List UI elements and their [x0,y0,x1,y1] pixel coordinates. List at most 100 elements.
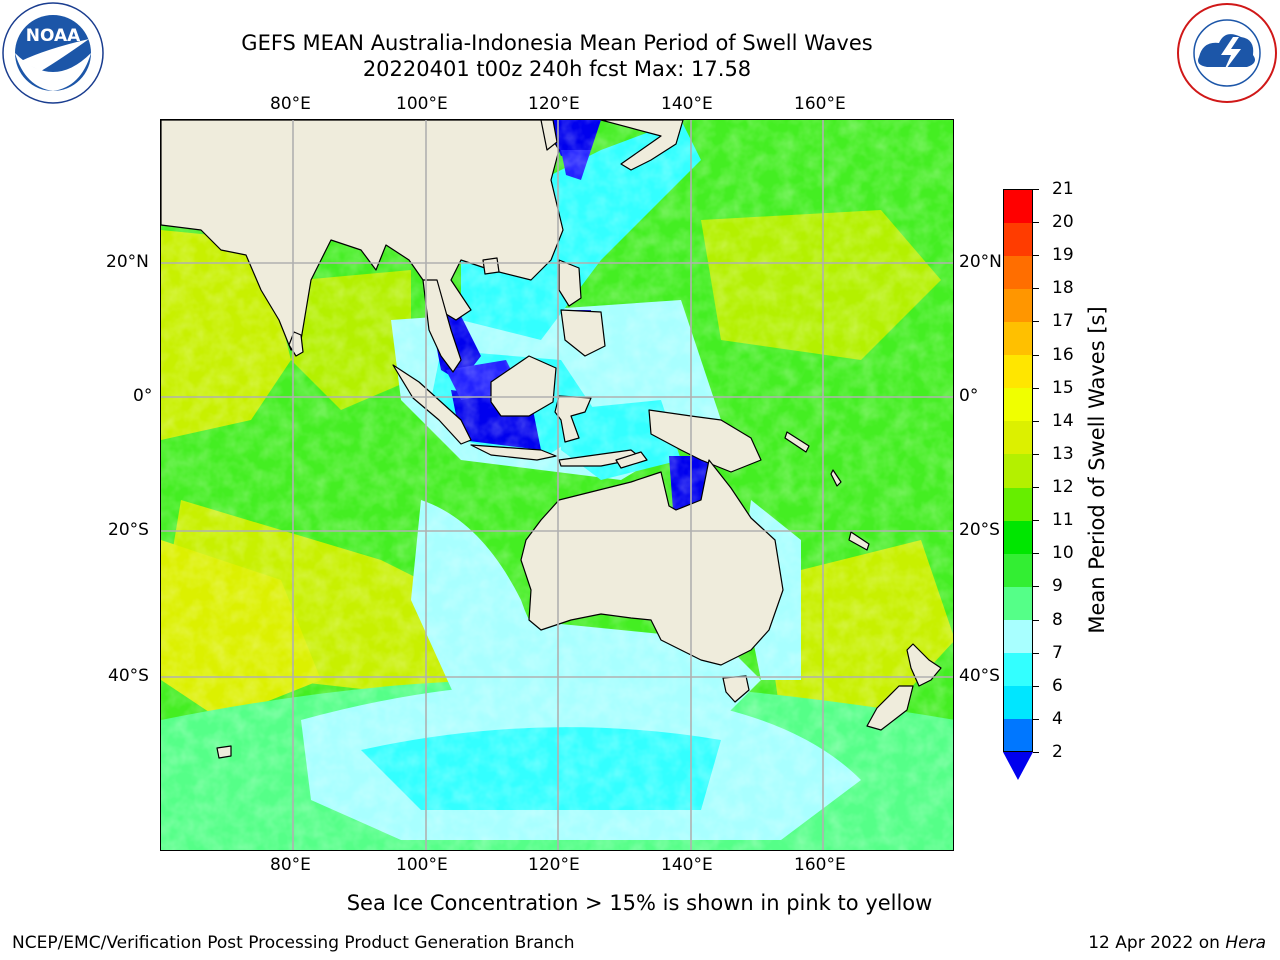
colorbar-tick [1033,586,1039,588]
lon-label-bottom-80e: 80°E [270,855,311,875]
land-solomon [784,431,810,453]
nws-logo [1175,1,1279,105]
colorbar-cell [1003,619,1033,654]
colorbar-tick [1033,222,1039,224]
land-new-caledonia [848,531,870,551]
land-new-zealand-south [866,685,914,731]
colorbar-tick-label: 18 [1052,278,1074,299]
colorbar-tick [1033,387,1039,389]
colorbar-tick-label: 12 [1052,477,1074,498]
footer-credit: NCEP/EMC/Verification Post Processing Pr… [12,933,575,953]
colorbar-tick [1033,619,1039,621]
land-java [470,444,557,461]
colorbar-tick-label: 21 [1052,179,1074,199]
colorbar-label: Mean Period of Swell Waves [s] [1085,306,1109,634]
land-sulawesi [554,395,592,443]
lon-label-bottom-120e: 120°E [528,855,580,875]
colorbar-tick [1033,520,1039,522]
colorbar-tick-label: 6 [1052,675,1063,696]
colorbar-cell [1003,718,1033,753]
land-philippines-luzon [558,259,582,307]
colorbar-cell [1003,387,1033,422]
colorbar-cell [1003,189,1033,223]
colorbar-cell [1003,520,1033,554]
colorbar-tick [1033,255,1039,257]
lat-label-right-0: 0° [959,386,979,406]
lat-label-right-40s: 40°S [959,666,1000,686]
colorbar-cell [1003,453,1033,488]
svg-text:NOAA: NOAA [26,26,81,46]
colorbar-tick-label: 9 [1052,576,1063,597]
colorbar-tick-label: 11 [1052,510,1074,531]
footer-date-text: 12 Apr 2022 on [1088,933,1226,953]
lat-label-left-40s: 40°S [108,666,149,686]
colorbar-tick-label: 2 [1052,742,1063,762]
colorbar-tick [1033,321,1039,323]
land-hainan [482,257,500,275]
colorbar-tick-label: 10 [1052,543,1074,564]
land-australia [520,459,784,666]
colorbar-cell [1003,354,1033,389]
colorbar-tick [1033,718,1039,720]
colorbar-tick-label: 7 [1052,642,1063,663]
colorbar-tick-label: 14 [1052,410,1074,431]
lon-label-top-140e: 140°E [661,94,713,114]
land-kerguelen [216,745,232,759]
land-vanuatu [830,469,842,487]
colorbar-tick-label: 15 [1052,377,1074,398]
lon-label-top-120e: 120°E [528,94,580,114]
land-borneo [490,355,557,417]
colorbar-tick [1033,354,1039,356]
colorbar-tick [1033,685,1039,687]
colorbar-extend-min [1003,752,1033,780]
lon-label-top-160e: 160°E [794,94,846,114]
colorbar-frame [1003,189,1033,752]
chart-title: GEFS MEAN Australia-Indonesia Mean Perio… [241,31,873,55]
colorbar-tick [1033,652,1039,654]
colorbar-cell [1003,255,1033,289]
colorbar-cell [1003,321,1033,356]
colorbar-tick-label: 17 [1052,311,1074,332]
footer-host: Hera [1225,933,1266,953]
colorbar-tick [1033,553,1039,555]
colorbar-cell [1003,487,1033,521]
sea-ice-note: Sea Ice Concentration > 15% is shown in … [346,891,933,915]
footer-date: 12 Apr 2022 on Hera [1088,933,1266,953]
lat-label-right-20s: 20°S [959,520,1000,540]
colorbar-tick-label: 19 [1052,245,1074,266]
swell-period-map[interactable] [160,119,954,851]
lat-label-left-20n: 20°N [106,252,149,272]
colorbar-cell [1003,420,1033,455]
colorbar-tick-label: 13 [1052,443,1074,464]
colorbar-tick-label: 4 [1052,708,1063,729]
land-malay-peninsula [422,279,462,373]
lon-label-bottom-140e: 140°E [661,855,713,875]
colorbar-tick [1033,189,1039,190]
colorbar-cell [1003,288,1033,322]
land-new-zealand-north [906,643,942,687]
colorbar-tick-label: 20 [1052,212,1074,233]
colorbar-cell [1003,586,1033,621]
colorbar-cell [1003,652,1033,687]
lon-label-top-80e: 80°E [270,94,311,114]
land-philippines-mindanao [560,309,606,357]
colorbar-tick [1033,288,1039,290]
colorbar-cell [1003,685,1033,720]
colorbar-tick-label: 16 [1052,344,1074,365]
land-new-guinea [648,409,762,473]
colorbar-tick [1033,453,1039,455]
noaa-logo: NOAA [1,1,105,105]
colorbar-tick-label: 8 [1052,609,1063,630]
land-taiwan [540,120,558,151]
lat-label-right-20n: 20°N [959,252,1002,272]
colorbar-tick [1033,487,1039,489]
chart-subtitle: 20220401 t00z 240h fcst Max: 17.58 [362,57,752,81]
land-asia [161,120,564,351]
colorbar-tick [1033,752,1039,753]
lat-label-left-20s: 20°S [108,520,149,540]
lon-label-bottom-160e: 160°E [794,855,846,875]
land-japan [600,120,684,171]
colorbar-tick [1033,420,1039,422]
colorbar-cell [1003,553,1033,587]
land-timor [615,451,648,469]
